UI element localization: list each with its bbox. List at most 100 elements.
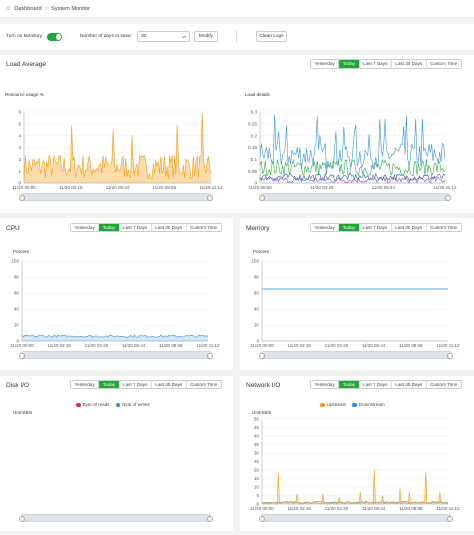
range-tab-custom-time[interactable]: Custom Time bbox=[426, 380, 461, 388]
memory-zoom-slider[interactable] bbox=[259, 351, 453, 359]
network-legend: Upstream Downstream bbox=[320, 402, 385, 408]
slider-handle-left[interactable] bbox=[19, 194, 25, 201]
memory-axis-label: Percent bbox=[253, 249, 269, 254]
memory-panel: Memory Yesterday Today Last 7 Days Last 30 … bbox=[240, 218, 474, 370]
x-tick-label: 11/20 06:44 bbox=[372, 185, 396, 190]
disk-legend: Byte of reads Byte of writes bbox=[76, 402, 150, 408]
y-tick-label: 100 bbox=[11, 259, 19, 264]
range-tab-last-30-days[interactable]: Last 30 Days bbox=[391, 60, 427, 68]
x-tick-label: 11/20 02:15 bbox=[287, 343, 311, 348]
legend-writes[interactable]: Byte of writes bbox=[115, 402, 150, 408]
range-tab-yesterday[interactable]: Yesterday bbox=[311, 60, 340, 68]
network-axis-label: Unit:KB/s bbox=[252, 410, 272, 415]
monitor-toolbar: Turn on Monitory Number of days to save:… bbox=[0, 24, 474, 50]
y-tick-label: 20 bbox=[254, 468, 260, 473]
range-tab-last-30-days[interactable]: Last 30 Days bbox=[151, 380, 187, 388]
range-tab-custom-time[interactable]: Custom Time bbox=[426, 60, 461, 68]
disk-range-tabs: Yesterday Today Last 7 Days Last 30 Days Cus… bbox=[70, 379, 222, 389]
range-tab-last-7-days[interactable]: Last 7 Days bbox=[359, 60, 392, 68]
range-tab-today[interactable]: Today bbox=[339, 60, 360, 68]
range-tab-yesterday[interactable]: Yesterday bbox=[71, 223, 100, 231]
range-tab-custom-time[interactable]: Custom Time bbox=[186, 380, 221, 388]
cpu-range-tabs: Yesterday Today Last 7 Days Last 30 Days Cus… bbox=[70, 222, 222, 232]
x-tick-label: 11/20 00:00 bbox=[248, 185, 272, 190]
memory-range-tabs: Yesterday Today Last 7 Days Last 30 Days Cus… bbox=[310, 222, 462, 232]
clean-logs-button[interactable]: Clean Logs bbox=[256, 30, 287, 42]
legend-upstream-label: Upstream bbox=[326, 402, 347, 407]
breadcrumb-dashboard[interactable]: Dashboard bbox=[14, 5, 42, 12]
range-tab-last-7-days[interactable]: Last 7 Days bbox=[359, 380, 392, 388]
x-tick-label: 11/20 11:12 bbox=[436, 343, 460, 348]
y-tick-label: 6 bbox=[18, 110, 21, 115]
x-tick-label: 11/20 06:44 bbox=[106, 185, 130, 190]
range-tab-yesterday[interactable]: Yesterday bbox=[71, 380, 100, 388]
load-usage-zoom-slider[interactable] bbox=[19, 193, 213, 201]
y-tick-label: 15 bbox=[254, 476, 260, 481]
home-icon[interactable]: ⌂ bbox=[6, 5, 11, 12]
x-tick-label: 11/20 11:12 bbox=[196, 343, 220, 348]
range-tab-today[interactable]: Today bbox=[99, 223, 120, 231]
breadcrumb: ⌂ Dashboard / System Monitor bbox=[0, 0, 474, 18]
slider-handle-left[interactable] bbox=[259, 352, 265, 359]
slider-handle-left[interactable] bbox=[19, 515, 25, 522]
slider-handle-right[interactable] bbox=[207, 515, 213, 522]
load-details-zoom-slider[interactable] bbox=[259, 193, 451, 201]
days-to-save-label: Number of days to save: bbox=[80, 34, 132, 39]
slider-handle-right[interactable] bbox=[447, 515, 453, 522]
x-tick-label: 11/20 00:00 bbox=[12, 185, 36, 190]
y-tick-label: 0.25 bbox=[248, 121, 257, 126]
range-tab-yesterday[interactable]: Yesterday bbox=[311, 380, 340, 388]
legend-writes-label: Byte of writes bbox=[122, 402, 150, 407]
memory-chart: 0 20 40 60 80 100 11/20 00:00 11/20 02:15 11/20 … bbox=[250, 259, 460, 348]
range-tab-yesterday[interactable]: Yesterday bbox=[311, 223, 340, 231]
x-tick-label: 11/20 04:29 bbox=[325, 343, 349, 348]
x-tick-label: 11/20 04:29 bbox=[325, 506, 349, 511]
slider-handle-right[interactable] bbox=[207, 352, 213, 359]
slider-handle-left[interactable] bbox=[259, 194, 265, 201]
network-zoom-slider[interactable] bbox=[259, 514, 453, 522]
y-tick-label: 25 bbox=[254, 459, 260, 464]
disk-zoom-slider[interactable] bbox=[19, 514, 213, 522]
slider-handle-right[interactable] bbox=[445, 194, 451, 201]
legend-downstream[interactable]: Downstream bbox=[352, 402, 385, 408]
range-tab-today[interactable]: Today bbox=[339, 223, 360, 231]
range-tab-last-7-days[interactable]: Last 7 Days bbox=[119, 380, 152, 388]
range-tab-custom-time[interactable]: Custom Time bbox=[426, 223, 461, 231]
slider-handle-right[interactable] bbox=[207, 194, 213, 201]
x-tick-label: 11/20 00:00 bbox=[250, 343, 274, 348]
cpu-axis-label: Percent bbox=[13, 249, 29, 254]
y-tick-label: 4 bbox=[18, 133, 21, 138]
range-tab-last-30-days[interactable]: Last 30 Days bbox=[151, 223, 187, 231]
upstream-line bbox=[261, 469, 449, 505]
y-tick-label: 0 bbox=[256, 339, 259, 344]
range-tab-today[interactable]: Today bbox=[339, 380, 360, 388]
x-tick-label: 11/20 08:58 bbox=[159, 343, 183, 348]
y-tick-label: 80 bbox=[254, 275, 260, 280]
range-tab-custom-time[interactable]: Custom Time bbox=[186, 223, 221, 231]
load-average-panel: Load Average Yesterday Today Last 7 Days La… bbox=[0, 55, 474, 213]
load-details-chart: 0 0.05 0.1 0.15 0.2 0.25 0.3 11/20 00:00 11/20 0… bbox=[248, 110, 457, 190]
monitor-toggle[interactable] bbox=[47, 33, 62, 41]
modify-button[interactable]: Modify bbox=[194, 30, 218, 42]
slider-handle-left[interactable] bbox=[259, 515, 265, 522]
y-tick-label: 40 bbox=[254, 307, 260, 312]
legend-upstream[interactable]: Upstream bbox=[320, 402, 347, 408]
cpu-zoom-slider[interactable] bbox=[19, 351, 213, 359]
range-tab-last-7-days[interactable]: Last 7 Days bbox=[119, 223, 152, 231]
x-tick-label: 11/20 08:58 bbox=[399, 343, 423, 348]
network-io-panel: Network I/O Yesterday Today Last 7 Days Las… bbox=[240, 376, 474, 531]
range-tab-last-30-days[interactable]: Last 30 Days bbox=[391, 223, 427, 231]
y-tick-label: 2 bbox=[18, 157, 21, 162]
slider-handle-right[interactable] bbox=[447, 352, 453, 359]
legend-reads[interactable]: Byte of reads bbox=[76, 402, 110, 408]
stepper-icon: ▴▾ bbox=[181, 33, 186, 39]
load-details-series-line bbox=[259, 176, 446, 184]
days-to-save-select[interactable]: 30 ▴▾ bbox=[137, 30, 190, 42]
range-tab-last-7-days[interactable]: Last 7 Days bbox=[359, 223, 392, 231]
slider-handle-left[interactable] bbox=[19, 352, 25, 359]
range-tab-last-30-days[interactable]: Last 30 Days bbox=[391, 380, 427, 388]
disk-axis-label: Unit:KB/s bbox=[13, 410, 33, 415]
legend-reads-swatch bbox=[76, 402, 81, 408]
disk-io-panel: Disk I/O Yesterday Today Last 7 Days Last 3… bbox=[0, 376, 233, 531]
range-tab-today[interactable]: Today bbox=[99, 380, 120, 388]
